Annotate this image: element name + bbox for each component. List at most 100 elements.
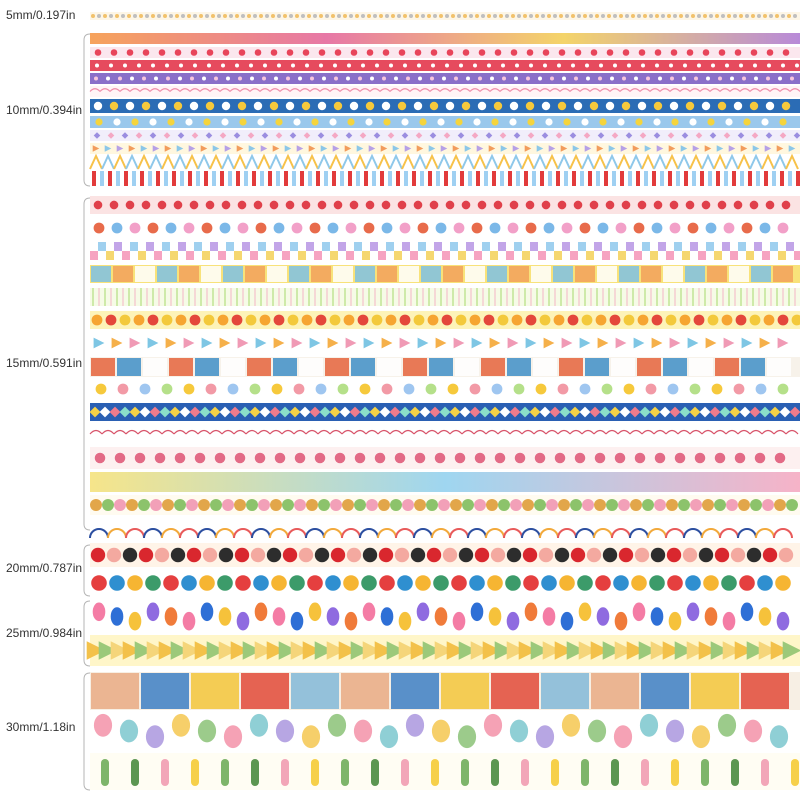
motif — [164, 607, 178, 626]
motif — [252, 171, 256, 186]
motif — [677, 429, 691, 435]
motif — [325, 358, 349, 376]
motif — [268, 171, 272, 186]
motif — [596, 171, 600, 186]
motif — [743, 118, 751, 126]
motif — [128, 145, 136, 152]
motif — [233, 132, 241, 139]
motif — [275, 719, 295, 743]
motif — [665, 153, 679, 170]
motif — [554, 547, 570, 563]
motif — [349, 14, 353, 18]
motif — [571, 14, 575, 18]
motif — [359, 132, 367, 139]
motif — [205, 200, 215, 210]
motif — [457, 132, 465, 139]
motif — [379, 575, 395, 591]
motif — [343, 314, 355, 326]
motif — [359, 406, 371, 418]
motif — [137, 429, 151, 435]
motif — [427, 314, 439, 326]
motif — [157, 14, 161, 18]
motif — [737, 429, 751, 435]
motif — [666, 499, 678, 511]
motif — [579, 88, 591, 92]
motif — [220, 171, 224, 186]
motif — [620, 145, 628, 152]
motif — [774, 499, 786, 511]
motif — [670, 76, 674, 81]
motif — [665, 314, 677, 326]
motif — [638, 641, 658, 660]
motif — [289, 266, 309, 282]
motif — [740, 145, 748, 152]
bracket — [83, 544, 91, 597]
motif — [590, 641, 610, 660]
motif — [577, 14, 581, 18]
motif — [538, 547, 554, 563]
motif — [415, 14, 419, 18]
motif — [635, 118, 643, 126]
motif — [614, 452, 626, 464]
tape — [90, 242, 800, 260]
motif — [113, 118, 121, 126]
motif — [452, 171, 456, 186]
motif — [333, 200, 343, 210]
motif — [773, 528, 793, 539]
motif — [97, 14, 101, 18]
motif — [680, 145, 688, 152]
motif — [557, 200, 567, 210]
motif — [730, 251, 738, 260]
motif — [293, 429, 307, 435]
motif — [170, 641, 190, 660]
motif — [322, 242, 330, 251]
motif — [305, 63, 309, 68]
motif — [570, 547, 586, 563]
motif — [177, 132, 185, 139]
motif — [138, 251, 146, 260]
motif — [749, 200, 759, 210]
motif — [758, 641, 778, 660]
motif — [403, 383, 415, 395]
motif — [123, 63, 127, 68]
motif — [655, 14, 659, 18]
motif — [389, 406, 401, 418]
motif — [361, 14, 365, 18]
motif — [641, 63, 645, 68]
motif — [95, 63, 99, 68]
motif — [382, 76, 386, 81]
motif — [719, 406, 731, 418]
motif — [541, 14, 545, 18]
motif — [380, 171, 384, 186]
tape — [90, 99, 800, 113]
motif — [745, 14, 749, 18]
motif — [589, 101, 599, 111]
motif — [169, 14, 173, 18]
motif — [524, 171, 528, 186]
motif — [633, 337, 645, 349]
motif — [781, 63, 785, 68]
motif — [559, 14, 563, 18]
motif — [429, 406, 441, 418]
motif — [491, 759, 499, 786]
motif — [726, 499, 738, 511]
motif — [187, 14, 191, 18]
motif — [618, 251, 626, 260]
motif — [789, 88, 800, 92]
motif — [775, 14, 779, 18]
motif — [443, 132, 451, 139]
motif — [514, 242, 522, 251]
motif — [119, 88, 131, 92]
motif — [117, 383, 129, 395]
motif — [361, 575, 377, 591]
motif — [663, 358, 687, 376]
motif — [91, 673, 139, 709]
motif — [218, 547, 234, 563]
motif — [421, 266, 441, 282]
motif — [765, 101, 775, 111]
motif — [91, 266, 111, 282]
motif — [351, 358, 375, 376]
motif — [737, 132, 745, 139]
motif — [686, 602, 700, 622]
motif — [489, 88, 501, 92]
